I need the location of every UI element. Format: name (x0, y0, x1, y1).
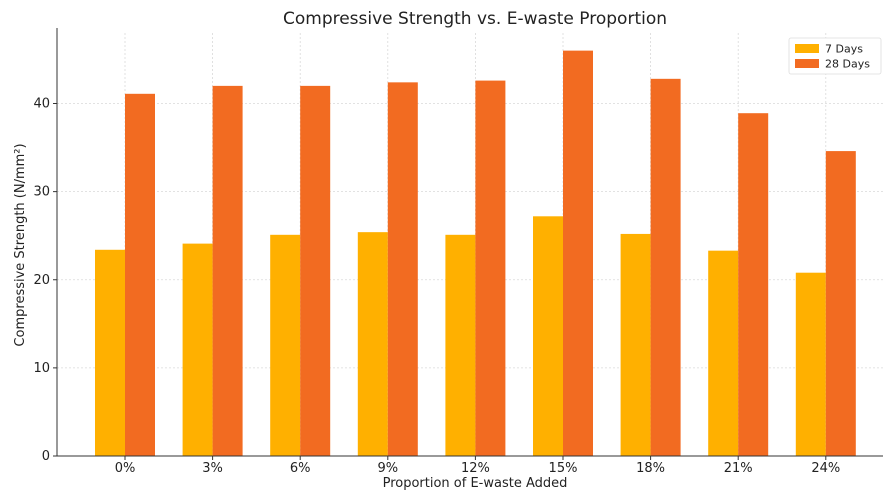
bar-7-days (357, 232, 388, 456)
bar-28-days (300, 85, 331, 456)
bar-7-days (95, 249, 125, 456)
x-tick-label: 0% (115, 461, 136, 476)
x-axis-label: Proportion of E-waste Added (383, 476, 568, 491)
bar-7-days (708, 250, 739, 456)
bar-7-days (533, 216, 563, 456)
bar-28-days (125, 93, 155, 457)
chart-title: Compressive Strength vs. E-waste Proport… (283, 9, 667, 29)
bar-28-days (475, 80, 506, 457)
legend-label-28-days: 28 Days (825, 58, 870, 71)
bar-7-days (620, 233, 651, 456)
bar-28-days (387, 82, 418, 456)
bar-7-days (270, 234, 301, 456)
bar-7-days (182, 243, 213, 456)
y-tick-label: 40 (33, 97, 50, 112)
y-tick-label: 0 (42, 449, 50, 464)
bar-28-days (825, 151, 856, 456)
x-tick-label: 3% (202, 461, 223, 476)
bar-7-days (445, 234, 476, 456)
x-tick-label: 18% (636, 461, 665, 476)
bar-7-days (795, 272, 826, 456)
y-tick-label: 30 (33, 185, 50, 200)
x-tick-label: 6% (290, 461, 311, 476)
legend-swatch-7-days (795, 44, 819, 53)
legend: 7 Days 28 Days (788, 37, 882, 75)
y-axis-label: Compressive Strength (N/mm²) (13, 143, 28, 346)
x-tick-label: 15% (549, 461, 578, 476)
x-tick-label: 12% (461, 461, 490, 476)
bar-28-days (738, 113, 769, 456)
bars (95, 50, 856, 457)
x-tick-label: 9% (377, 461, 398, 476)
axes: 0 10 20 30 40 0% 3% 6% 9% 12% 15% 18% 21% 24% (33, 28, 883, 476)
bar-28-days (563, 50, 593, 456)
x-tick-label: 24% (811, 461, 840, 476)
bar-28-days (212, 85, 243, 456)
x-tick-label: 21% (724, 461, 753, 476)
y-tick-label: 20 (33, 273, 50, 288)
legend-label-7-days: 7 Days (825, 43, 863, 56)
legend-swatch-28-days (795, 59, 819, 68)
bar-28-days (650, 78, 681, 456)
y-tick-label: 10 (33, 361, 50, 376)
